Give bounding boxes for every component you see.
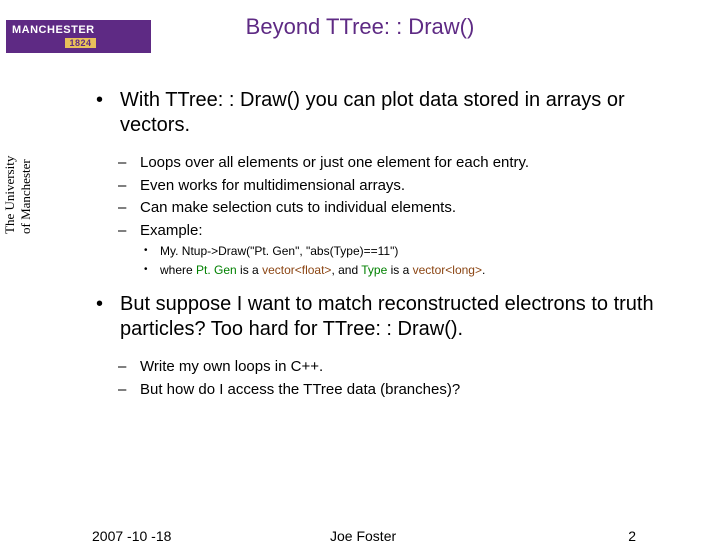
- t: is a: [387, 263, 412, 277]
- university-name: The University of Manchester: [2, 156, 34, 234]
- footer-page-number: 2: [628, 528, 636, 544]
- t: , and: [331, 263, 361, 277]
- sub-bullet-4: Example:: [118, 220, 696, 243]
- logo: MANCHESTER 1824: [6, 20, 151, 53]
- footer-author: Joe Foster: [330, 528, 396, 544]
- slide-content: With TTree: : Draw() you can plot data s…: [96, 88, 696, 401]
- logo-brand: MANCHESTER: [12, 24, 95, 36]
- sub-bullet-3: Can make selection cuts to individual el…: [118, 197, 696, 220]
- footer-date: 2007 -10 -18: [92, 528, 171, 544]
- sub-bullet-5: Write my own loops in C++.: [118, 356, 696, 379]
- bullet-main-2: But suppose I want to match reconstructe…: [96, 292, 696, 342]
- sub-bullet-1: Loops over all elements or just one elem…: [118, 152, 696, 175]
- logo-year: 1824: [65, 38, 95, 48]
- pt-gen: Pt. Gen: [196, 263, 237, 277]
- type-var: Type: [361, 263, 387, 277]
- t: .: [482, 263, 485, 277]
- sub-bullet-6: But how do I access the TTree data (bran…: [118, 379, 696, 402]
- vec-float: vector<float>: [262, 263, 331, 277]
- bullet-main-1: With TTree: : Draw() you can plot data s…: [96, 88, 696, 138]
- t: is a: [237, 263, 262, 277]
- logo-badge: MANCHESTER 1824: [6, 20, 151, 53]
- example-line-2: where Pt. Gen is a vector<float>, and Ty…: [144, 261, 696, 280]
- vec-long: vector<long>: [413, 263, 482, 277]
- t: where: [160, 263, 196, 277]
- sub-bullet-2: Even works for multidimensional arrays.: [118, 175, 696, 198]
- example-line-1: My. Ntup->Draw("Pt. Gen", "abs(Type)==11…: [144, 242, 696, 261]
